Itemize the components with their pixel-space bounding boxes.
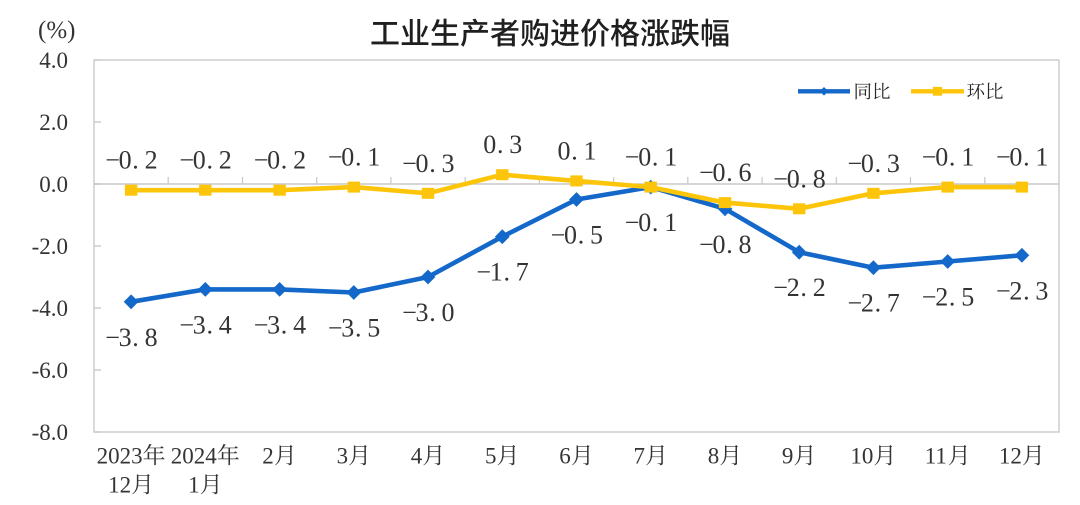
svg-text:−2.3: −2.3	[996, 276, 1048, 305]
svg-text:2.0: 2.0	[39, 110, 68, 135]
svg-text:−2.7: −2.7	[848, 289, 900, 318]
svg-text:−0.6: −0.6	[699, 158, 751, 187]
svg-text:−0.8: −0.8	[773, 164, 825, 193]
svg-text:−0.1: −0.1	[996, 143, 1048, 172]
svg-text:10: 10	[850, 444, 873, 469]
svg-text:−0.2: −0.2	[105, 146, 157, 175]
svg-text:−2.5: −2.5	[922, 283, 974, 312]
svg-text:2024: 2024	[171, 444, 218, 469]
svg-text:−0.8: −0.8	[699, 230, 751, 259]
svg-text:1: 1	[188, 473, 200, 498]
svg-text:0.1: 0.1	[558, 136, 597, 165]
svg-text:12: 12	[999, 444, 1022, 469]
svg-text:−0.1: −0.1	[922, 143, 974, 172]
svg-text:-6.0: -6.0	[32, 358, 68, 383]
svg-text:8: 8	[708, 444, 720, 469]
svg-text:−0.3: −0.3	[848, 149, 900, 178]
svg-text:9: 9	[782, 444, 794, 469]
svg-text:-2.0: -2.0	[32, 234, 68, 259]
svg-text:−3.4: −3.4	[254, 310, 306, 339]
svg-text:−1.7: −1.7	[476, 258, 528, 287]
svg-text:0.3: 0.3	[483, 130, 522, 159]
svg-text:(%): (%)	[38, 17, 75, 44]
svg-text:−0.1: −0.1	[625, 208, 677, 237]
svg-text:3: 3	[337, 444, 349, 469]
svg-text:2: 2	[262, 444, 274, 469]
svg-text:−0.1: −0.1	[625, 143, 677, 172]
svg-text:-4.0: -4.0	[32, 296, 68, 321]
svg-text:12: 12	[108, 473, 131, 498]
svg-text:2023: 2023	[97, 444, 143, 469]
svg-text:0.0: 0.0	[39, 172, 68, 197]
svg-text:−0.1: −0.1	[328, 143, 380, 172]
svg-text:11: 11	[925, 444, 947, 469]
svg-text:4: 4	[411, 444, 423, 469]
svg-text:6: 6	[559, 444, 571, 469]
svg-text:−2.2: −2.2	[773, 273, 825, 302]
svg-text:4.0: 4.0	[39, 48, 68, 73]
svg-text:−3.4: −3.4	[179, 310, 231, 339]
svg-text:−3.5: −3.5	[328, 314, 380, 343]
svg-text:−0.5: −0.5	[551, 221, 603, 250]
svg-text:-8.0: -8.0	[32, 420, 68, 445]
svg-text:−0.2: −0.2	[179, 146, 231, 175]
svg-text:7: 7	[634, 444, 646, 469]
svg-text:−0.3: −0.3	[402, 149, 454, 178]
svg-text:−3.0: −3.0	[402, 298, 454, 327]
svg-text:−0.2: −0.2	[254, 146, 306, 175]
svg-text:5: 5	[485, 444, 497, 469]
svg-text:−3.8: −3.8	[105, 323, 157, 352]
